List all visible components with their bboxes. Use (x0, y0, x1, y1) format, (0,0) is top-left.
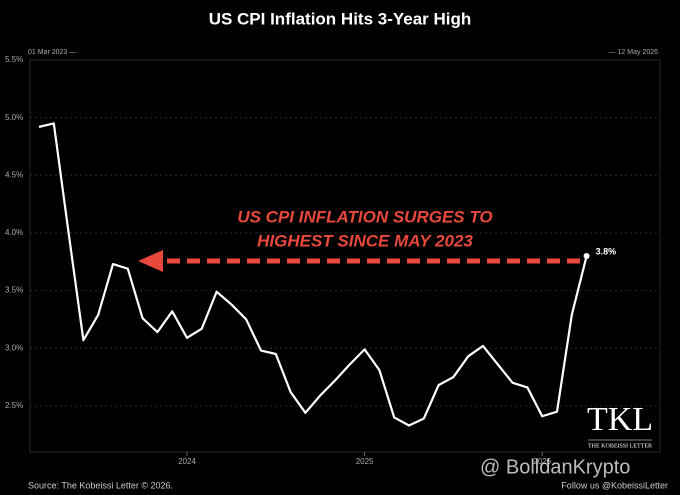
y-tick-label: 3.5% (5, 286, 23, 295)
value-label: 3.8% (596, 246, 617, 256)
logo-caption: THE KOBEISSI LETTER (588, 443, 652, 449)
x-tick-label: 2025 (356, 457, 374, 466)
end-date: — 12 May 2026 (609, 49, 659, 56)
y-tick-label: 4.0% (5, 228, 23, 237)
arrow-head (138, 250, 163, 272)
start-date: 01 Mar 2023 — (28, 49, 76, 56)
end-point (583, 253, 590, 259)
y-tick-label: 3.0% (5, 343, 23, 352)
x-tick-label: 2026 (533, 457, 551, 466)
annotation: US CPI INFLATION SURGES TO (237, 207, 492, 226)
annotation: HIGHEST SINCE MAY 2023 (257, 231, 473, 250)
logo: TKL (587, 401, 653, 438)
y-tick-label: 4.5% (5, 170, 23, 179)
follow: Follow us @KobeissiLetter (561, 480, 668, 490)
y-tick-label: 5.0% (5, 113, 23, 122)
y-tick-label: 2.5% (5, 401, 23, 410)
y-tick-label: 5.5% (5, 55, 23, 64)
x-tick-label: 2024 (178, 457, 196, 466)
source: Source: The Kobeissi Letter © 2026. (28, 480, 173, 490)
chart-title: US CPI Inflation Hits 3-Year High (209, 9, 472, 28)
watermark: @ BolldanKrypto (480, 456, 630, 478)
line (38, 122, 588, 427)
